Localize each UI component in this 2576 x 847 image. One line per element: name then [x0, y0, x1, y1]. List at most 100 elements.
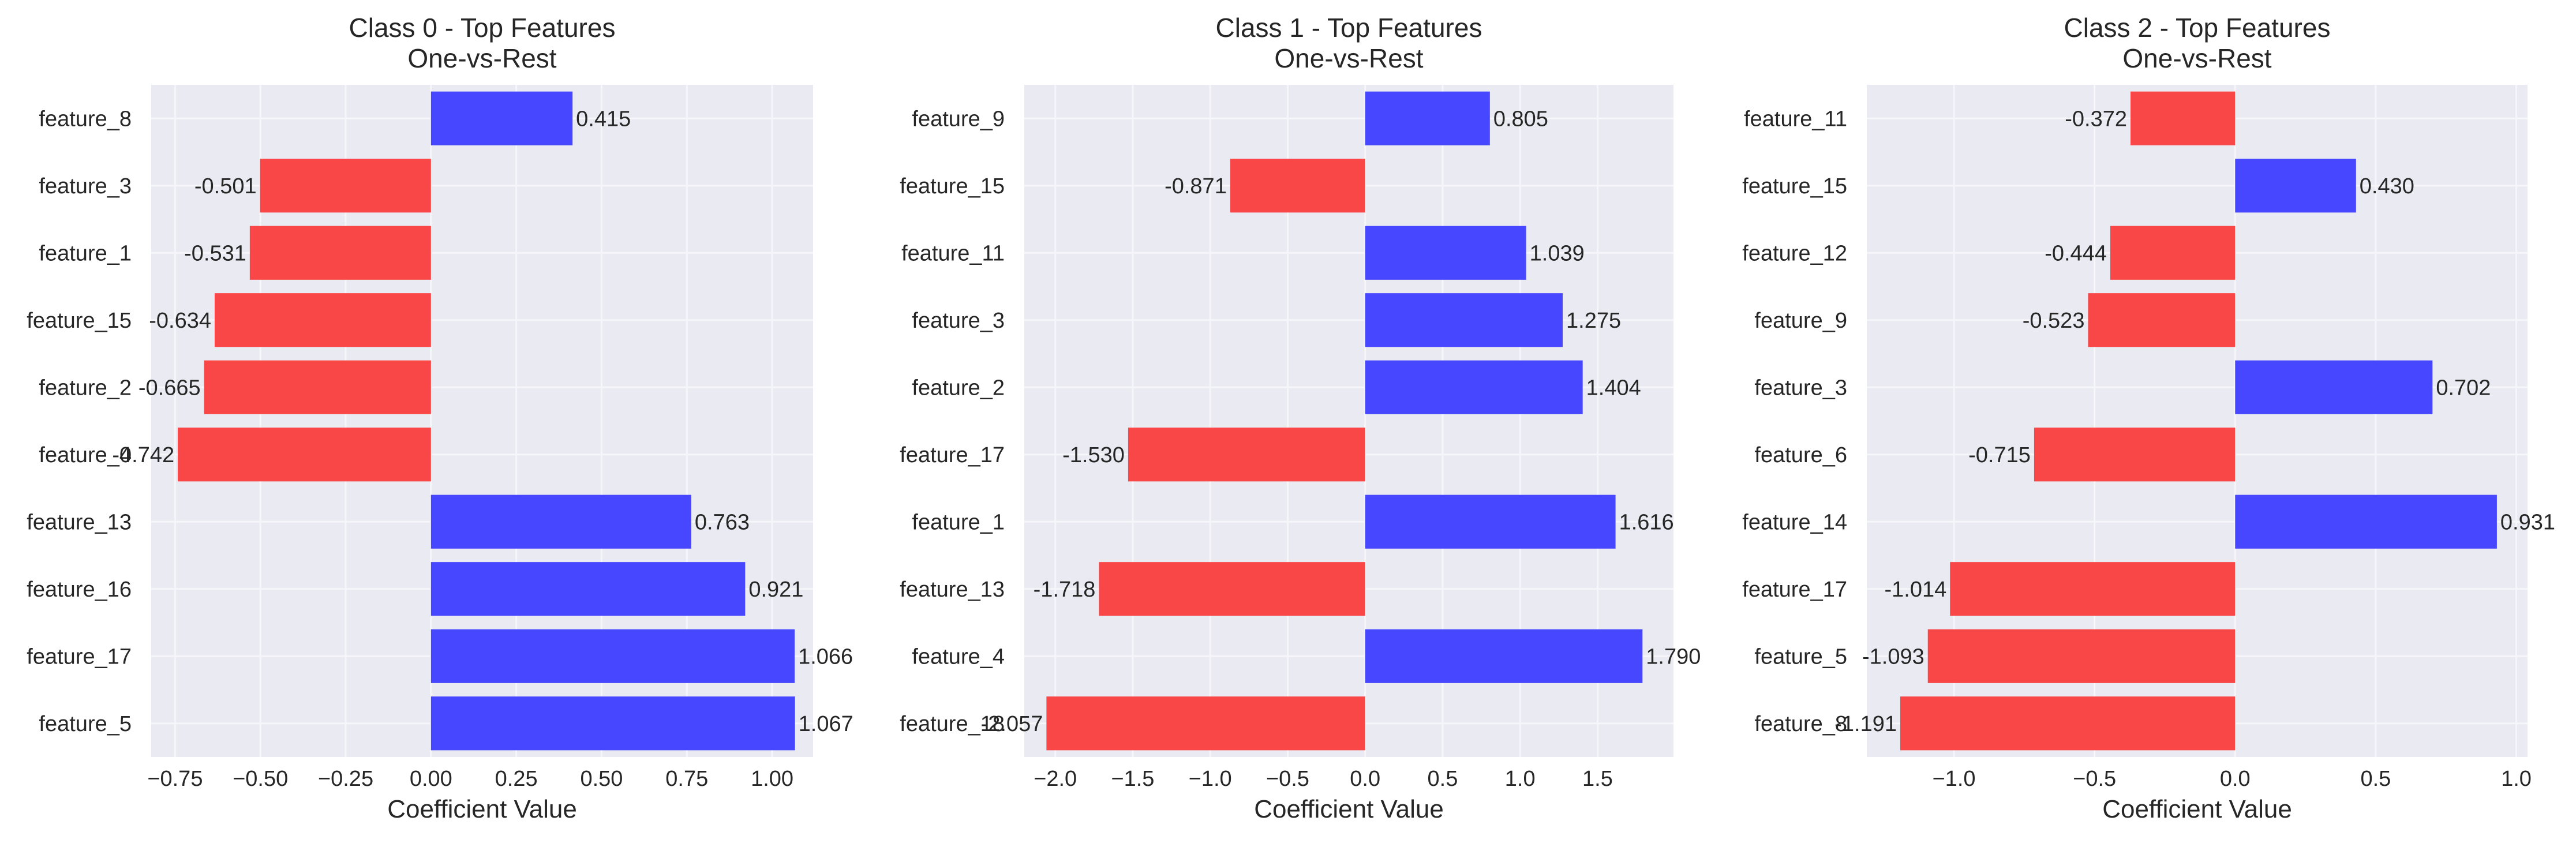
bar-feature_13 — [1099, 562, 1365, 616]
y-tick-label: feature_8 — [1754, 712, 1847, 736]
bar-value-label: -1.014 — [1884, 578, 1946, 602]
bars — [1900, 91, 2497, 751]
chart-panel-class-2: −1.0 −0.5 0.0 0.5 1.0 feature_11 feature_15fe… — [1742, 13, 2555, 823]
bar-value-label: -0.665 — [138, 376, 201, 400]
y-tick-label: feature_1 — [39, 241, 132, 265]
bar-value-label: 1.039 — [1530, 241, 1585, 265]
bar-value-label: 0.805 — [1493, 107, 1548, 131]
x-tick-label: −2.0 — [1034, 767, 1077, 791]
bar-feature_18 — [1046, 696, 1365, 751]
x-tick-label: 0.25 — [495, 767, 538, 791]
bar-feature_3 — [260, 159, 431, 213]
chart-panel-class-0: −0.75 −0.50 −0.25 0.00 0.25 0.50 0.75 1.00 feat… — [27, 13, 853, 823]
y-tick-label: feature_3 — [39, 174, 132, 198]
y-tick-label: feature_4 — [39, 443, 132, 467]
x-tick-label: 0.00 — [410, 767, 452, 791]
bars — [1046, 91, 1643, 751]
y-tick-label: feature_17 — [900, 443, 1005, 467]
x-tick-label: −0.75 — [147, 767, 203, 791]
bar-feature_8 — [430, 91, 573, 145]
y-tick-label: feature_15 — [1742, 174, 1847, 198]
x-tick-label: −1.0 — [1189, 767, 1232, 791]
y-tick-label: feature_4 — [912, 644, 1005, 669]
chart-title: Class 1 - Top Features — [1216, 13, 1482, 43]
bar-value-label: -0.444 — [2045, 241, 2107, 265]
bar-value-label: 0.702 — [2436, 376, 2491, 400]
bar-value-label: -2.057 — [981, 712, 1043, 736]
bar-value-label: 1.067 — [799, 712, 853, 736]
bar-feature_15 — [1230, 159, 1365, 213]
x-tick-label: −0.5 — [1266, 767, 1309, 791]
x-tick-label: −1.0 — [1933, 767, 1976, 791]
bar-value-label: 1.616 — [1619, 510, 1674, 534]
bar-feature_11 — [2131, 91, 2236, 145]
bar-value-label: -0.523 — [2023, 309, 2085, 333]
bar-feature_16 — [430, 562, 746, 616]
y-tick-label: feature_17 — [27, 644, 132, 669]
bar-feature_11 — [1365, 226, 1526, 280]
y-tick-label: feature_2 — [39, 376, 132, 400]
y-tick-label: feature_11 — [1744, 107, 1847, 131]
y-tick-label: feature_5 — [1754, 644, 1847, 669]
x-tick-label: −0.5 — [2073, 767, 2116, 791]
x-tick-labels: −0.75 −0.50 −0.25 0.00 0.25 0.50 0.75 1.00 — [147, 767, 793, 791]
bar-feature_9 — [1365, 91, 1490, 145]
bar-feature_4 — [178, 428, 431, 482]
bar-feature_2 — [204, 360, 431, 414]
bar-value-label: -1.530 — [1062, 443, 1125, 467]
y-tick-label: feature_14 — [1742, 510, 1847, 534]
x-tick-label: 1.5 — [1582, 767, 1613, 791]
bar-feature_14 — [2235, 494, 2497, 549]
data-labels: 0.415 -0.501 -0.531 -0.634 -0.665 -0.742 0.763… — [112, 107, 853, 736]
x-tick-label: −0.50 — [233, 767, 288, 791]
x-tick-labels: −1.0 −0.5 0.0 0.5 1.0 — [1933, 767, 2532, 791]
bar-feature_17 — [430, 629, 795, 683]
bar-feature_13 — [430, 494, 691, 549]
y-tick-label: feature_17 — [1742, 578, 1847, 602]
bar-value-label: -0.531 — [184, 241, 246, 265]
y-tick-label: feature_9 — [912, 107, 1005, 131]
y-tick-labels: feature_9 feature_15 feature_11 feature_3fe… — [900, 107, 1005, 736]
x-tick-label: 1.0 — [2501, 767, 2532, 791]
x-axis-label: Coefficient Value — [2102, 795, 2292, 823]
x-tick-label: 0.0 — [2220, 767, 2251, 791]
bar-feature_17 — [1950, 562, 2236, 616]
x-tick-label: 1.0 — [1505, 767, 1536, 791]
y-tick-label: feature_3 — [912, 309, 1005, 333]
bar-value-label: 0.931 — [2500, 510, 2555, 534]
bar-feature_9 — [2088, 293, 2236, 347]
data-labels: 0.805 -0.871 1.039 1.275 1.404 -1.530 1.616 -1.… — [981, 107, 1701, 736]
y-tick-label: feature_2 — [912, 376, 1005, 400]
chart-title: Class 2 - Top Features — [2064, 13, 2331, 43]
bars — [178, 91, 795, 751]
bar-feature_5 — [430, 696, 795, 751]
x-tick-label: −0.25 — [318, 767, 373, 791]
y-tick-label: feature_13 — [900, 578, 1005, 602]
bar-value-label: -0.871 — [1165, 174, 1227, 198]
bar-feature_6 — [2034, 428, 2236, 482]
bar-value-label: 0.763 — [695, 510, 750, 534]
y-tick-label: feature_5 — [39, 712, 132, 736]
x-tick-label: −1.5 — [1111, 767, 1154, 791]
bar-feature_2 — [1365, 360, 1583, 414]
bar-value-label: 1.790 — [1646, 644, 1701, 669]
bar-value-label: -0.715 — [1968, 443, 2031, 467]
x-axis-label: Coefficient Value — [1254, 795, 1444, 823]
y-tick-label: feature_6 — [1754, 443, 1847, 467]
y-tick-labels: feature_11 feature_15 feature_12 feature_9f… — [1742, 107, 1847, 736]
y-tick-label: feature_11 — [901, 241, 1005, 265]
y-tick-label: feature_3 — [1754, 376, 1847, 400]
y-tick-label: feature_9 — [1754, 309, 1847, 333]
bar-value-label: -0.501 — [194, 174, 257, 198]
chart-subtitle: One-vs-Rest — [407, 43, 556, 73]
x-tick-label: 0.5 — [2360, 767, 2391, 791]
bar-value-label: 0.415 — [576, 107, 631, 131]
bar-value-label: -1.093 — [1862, 644, 1924, 669]
bar-value-label: 1.066 — [798, 644, 853, 669]
bar-feature_15 — [214, 293, 431, 347]
y-tick-label: feature_12 — [1742, 241, 1847, 265]
x-tick-labels: −2.0 −1.5 −1.0 −0.5 0.0 0.5 1.0 1.5 — [1034, 767, 1613, 791]
bar-value-label: -0.742 — [112, 443, 174, 467]
chart-panel-class-1: −2.0 −1.5 −1.0 −0.5 0.0 0.5 1.0 1.5 feature_9fe… — [900, 13, 1701, 823]
